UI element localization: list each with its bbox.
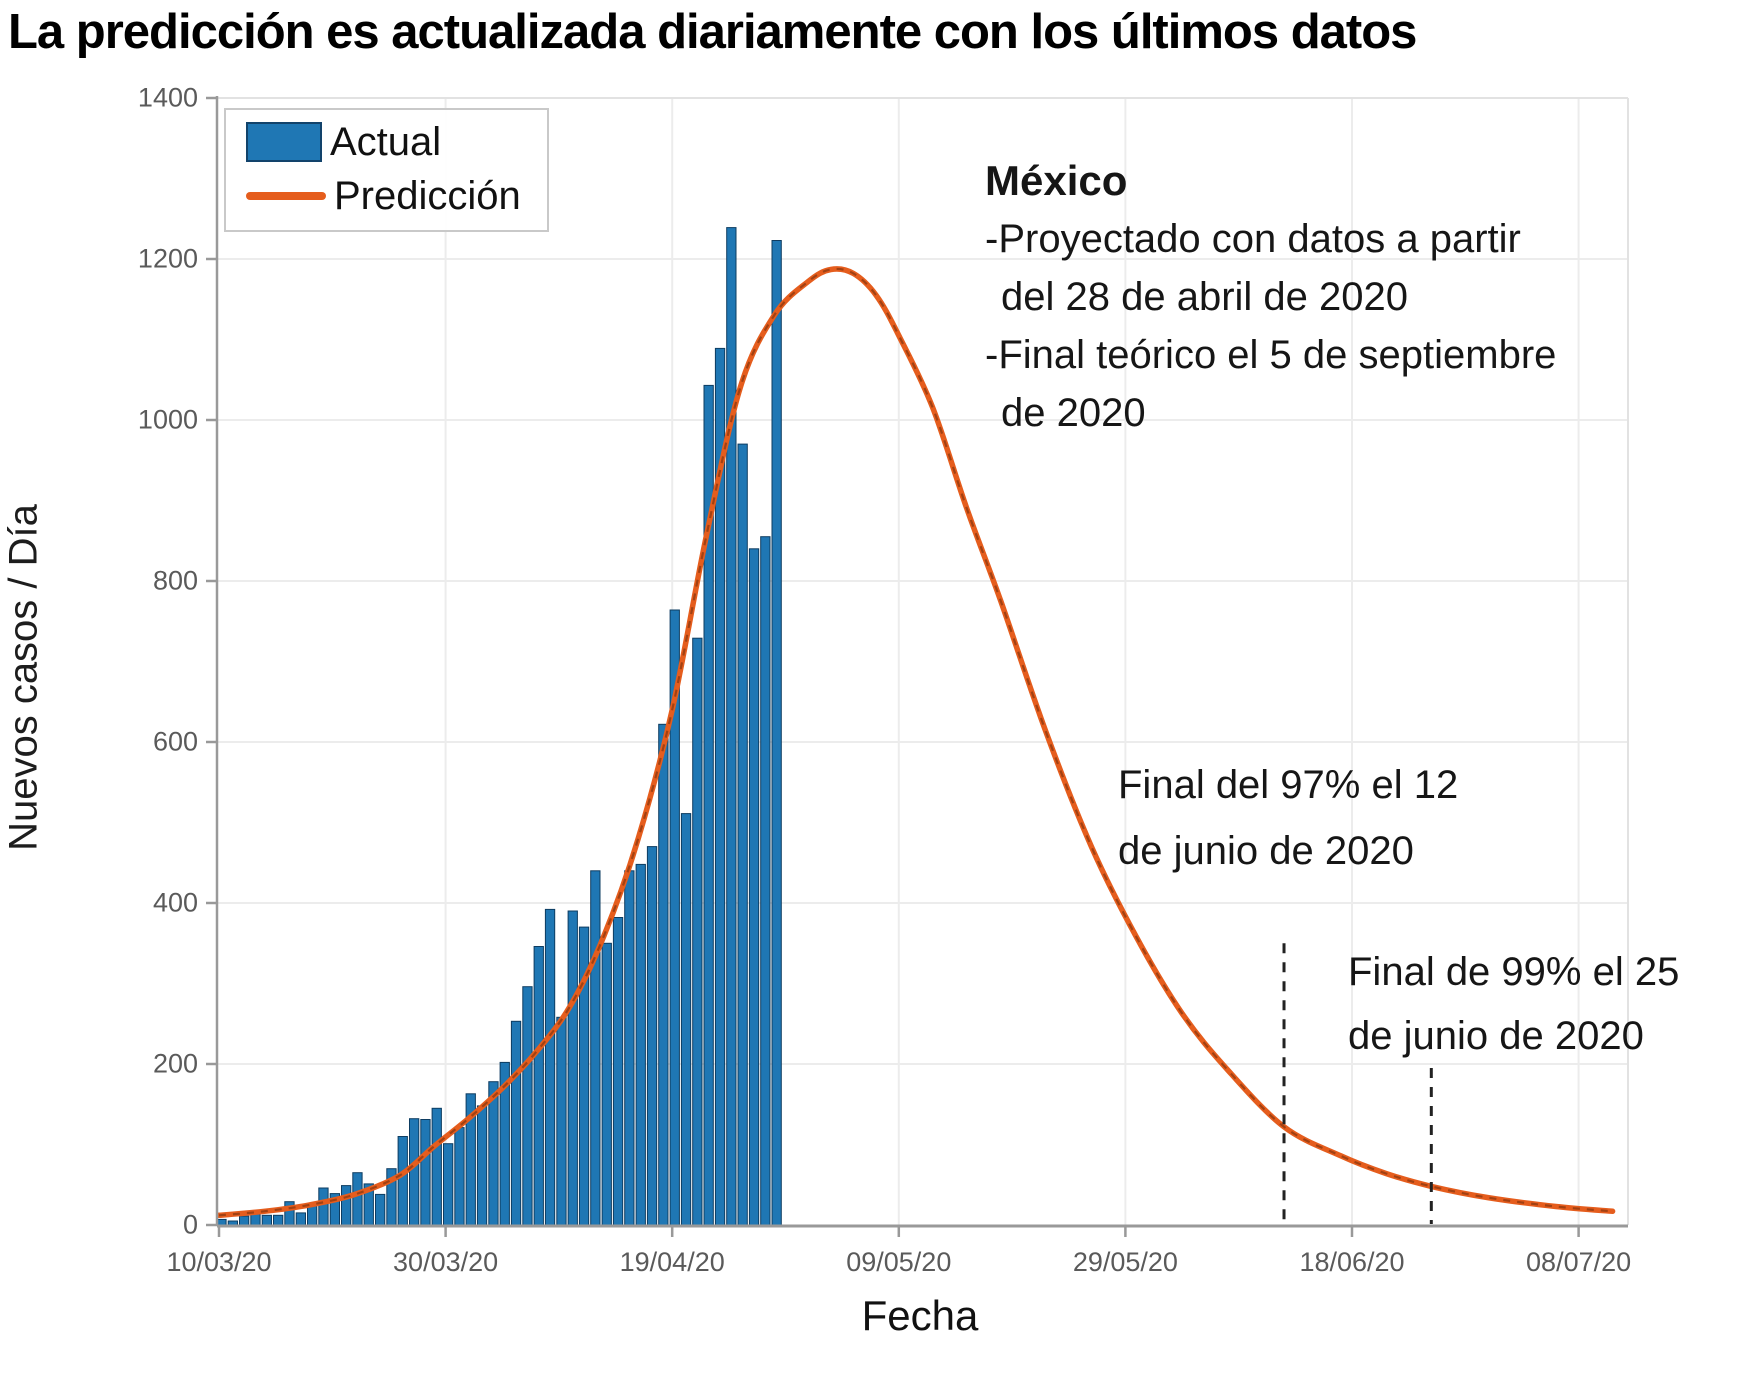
bar-31/03 [454, 1127, 465, 1226]
bar-22/03 [352, 1172, 363, 1226]
bar-21/03 [341, 1185, 352, 1226]
legend-item-actual: Actual [246, 120, 521, 164]
annotation-final-99: Final de 99% el 25 de junio de 2020 [1348, 940, 1679, 1068]
y-tick-label: 1400 [137, 82, 198, 113]
bar-24/04 [726, 227, 737, 1226]
bar-06/04 [522, 986, 533, 1226]
annotation-final97-line: de junio de 2020 [1118, 829, 1414, 873]
x-axis-label: Fecha [861, 1292, 979, 1339]
actual-bar-swatch-icon [246, 122, 322, 162]
bar-12/03 [239, 1215, 250, 1226]
axes-spines [206, 96, 1628, 1237]
legend-prediction-label: Predicción [334, 174, 521, 218]
x-tick-label: 08/07/20 [1526, 1247, 1632, 1277]
bar-21/04 [692, 637, 703, 1226]
bar-15/04 [624, 870, 635, 1226]
gridlines [217, 97, 1629, 1225]
bar-14/03 [261, 1214, 273, 1226]
bar-13/04 [601, 942, 612, 1226]
y-axis-label: Nuevos casos / Día [1, 504, 46, 851]
y-tick-label: 400 [152, 887, 198, 918]
y-tick-label: 1200 [137, 243, 198, 274]
bar-25/04 [737, 443, 748, 1226]
bar-05/04 [510, 1020, 522, 1226]
annotation-final97-line: Final del 97% el 12 [1118, 763, 1459, 807]
prediction-line-swatch-icon [246, 192, 326, 200]
legend-actual-label: Actual [330, 120, 442, 164]
actual-bars [216, 227, 782, 1226]
bar-26/04 [748, 548, 760, 1226]
bar-07/04 [533, 946, 544, 1226]
bar-29/03 [431, 1107, 442, 1226]
y-tick-label: 600 [152, 726, 198, 757]
bar-16/04 [635, 863, 646, 1226]
y-tick-label: 1000 [137, 404, 198, 435]
bar-12/04 [590, 870, 601, 1226]
bar-10/04 [567, 910, 578, 1226]
bar-08/04 [544, 908, 556, 1226]
bar-11/03 [227, 1220, 238, 1226]
legend-item-prediction: Predicción [246, 174, 521, 218]
bar-14/04 [612, 917, 624, 1226]
bar-09/04 [556, 1016, 567, 1226]
bar-27/03 [409, 1118, 420, 1226]
chart-title: La predicción es actualizada diariamente… [8, 5, 1417, 59]
bar-27/04 [760, 536, 771, 1226]
annotation-final-97: Final del 97% el 12 de junio de 2020 [1118, 752, 1458, 884]
annotation-mexico: México -Proyectado con datos a partir de… [985, 152, 1556, 442]
x-tick-label: 29/05/20 [1072, 1247, 1178, 1277]
annotation-mexico-line: de 2020 [1001, 391, 1146, 435]
bar-20/04 [680, 813, 692, 1226]
y-tick-label: 0 [182, 1209, 198, 1240]
bar-18/04 [658, 723, 669, 1226]
bar-26/03 [397, 1136, 408, 1226]
bar-19/03 [318, 1187, 329, 1226]
x-tick-label: 10/03/20 [166, 1247, 272, 1277]
y-tick-label: 200 [152, 1048, 198, 1079]
bar-17/04 [646, 846, 658, 1226]
bar-30/03 [443, 1143, 454, 1226]
bar-17/03 [295, 1212, 307, 1226]
x-tick-label: 18/06/20 [1299, 1247, 1405, 1277]
annotation-mexico-line: -Final teórico el 5 de septiembre [985, 333, 1557, 377]
x-tick-label: 09/05/20 [846, 1247, 952, 1277]
y-tick-label: 800 [152, 565, 198, 596]
annotation-mexico-line: del 28 de abril de 2020 [1001, 275, 1408, 319]
x-tick-label: 19/04/20 [619, 1247, 725, 1277]
bar-02/04 [476, 1105, 488, 1226]
prediction-curve-dash-texture [218, 267, 1613, 1217]
bar-15/03 [273, 1214, 284, 1226]
x-tick-label: 30/03/20 [393, 1247, 499, 1277]
bar-18/03 [307, 1204, 318, 1226]
bar-24/03 [375, 1193, 386, 1226]
annotation-final99-line: de junio de 2020 [1348, 1014, 1644, 1058]
annotation-mexico-title: México [985, 157, 1128, 204]
legend: Actual Predicción [224, 108, 549, 232]
annotation-mexico-line: -Proyectado con datos a partir [985, 217, 1521, 261]
bar-28/03 [420, 1119, 431, 1226]
annotation-final99-line: Final de 99% el 25 [1348, 950, 1680, 994]
bar-28/04 [771, 240, 782, 1226]
